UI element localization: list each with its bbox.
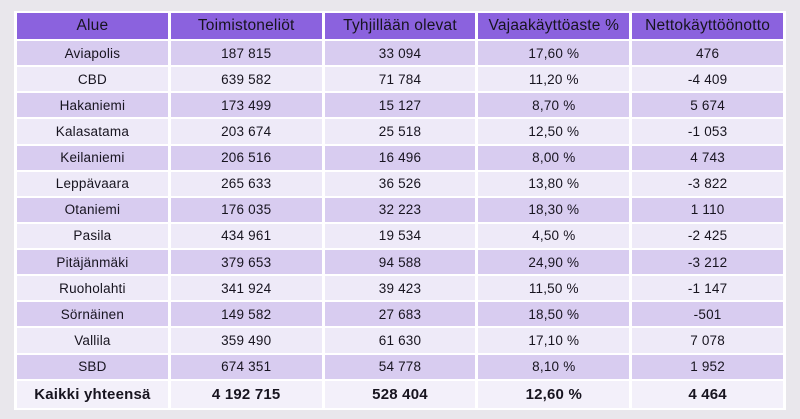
cell-nettokayttoonotto: 5 674: [632, 93, 783, 118]
table-row-otaniemi: Otaniemi 176 035 32 223 18,30 % 1 110: [17, 197, 783, 222]
cell-nettokayttoonotto: 476: [632, 41, 783, 66]
table-row-pitajanmaki: Pitäjänmäki 379 653 94 588 24,90 % -3 21…: [17, 250, 783, 275]
cell-nettokayttoonotto: 7 078: [632, 328, 783, 353]
cell-tyhjillaan: 54 778: [324, 354, 476, 379]
table-row-sbd: SBD 674 351 54 778 8,10 % 1 952: [17, 354, 783, 379]
header-row: Alue Toimistoneliöt Tyhjillään olevat Va…: [17, 13, 783, 39]
cell-vajaakayttoaste: 11,20 %: [478, 67, 630, 92]
table-row-hakaniemi: Hakaniemi 173 499 15 127 8,70 % 5 674: [17, 93, 783, 118]
cell-alue: Ruoholahti: [17, 276, 168, 301]
cell-nettokayttoonotto: 1 952: [632, 354, 783, 379]
cell-nettokayttoonotto: -4 409: [632, 67, 783, 92]
cell-vajaakayttoaste: 8,00 %: [478, 145, 630, 170]
table-row-ruoholahti: Ruoholahti 341 924 39 423 11,50 % -1 147: [17, 276, 783, 301]
cell-vajaakayttoaste: 18,30 %: [478, 197, 630, 222]
table-row-pasila: Pasila 434 961 19 534 4,50 % -2 425: [17, 223, 783, 248]
cell-alue: Aviapolis: [17, 41, 168, 66]
column-header-vajaakayttoaste: Vajaakäyttöaste %: [478, 13, 630, 39]
cell-alue: Kalasatama: [17, 119, 168, 144]
cell-vajaakayttoaste: 8,70 %: [478, 93, 630, 118]
cell-alue: Hakaniemi: [17, 93, 168, 118]
cell-total-vajaakayttoaste: 12,60 %: [478, 380, 630, 408]
cell-tyhjillaan: 15 127: [324, 93, 476, 118]
table-row-cbd: CBD 639 582 71 784 11,20 % -4 409: [17, 67, 783, 92]
cell-tyhjillaan: 61 630: [324, 328, 476, 353]
office-vacancy-table: Alue Toimistoneliöt Tyhjillään olevat Va…: [14, 11, 786, 410]
column-header-alue: Alue: [17, 13, 168, 39]
cell-tyhjillaan: 16 496: [324, 145, 476, 170]
column-header-toimistoneliot: Toimistoneliöt: [170, 13, 322, 39]
cell-nettokayttoonotto: -3 822: [632, 171, 783, 196]
cell-vajaakayttoaste: 12,50 %: [478, 119, 630, 144]
cell-vajaakayttoaste: 8,10 %: [478, 354, 630, 379]
cell-tyhjillaan: 27 683: [324, 302, 476, 327]
cell-alue: Keilaniemi: [17, 145, 168, 170]
cell-vajaakayttoaste: 17,60 %: [478, 41, 630, 66]
cell-toimistoneliot: 359 490: [170, 328, 322, 353]
table-row-total: Kaikki yhteensä 4 192 715 528 404 12,60 …: [17, 380, 783, 408]
cell-total-toimistoneliot: 4 192 715: [170, 380, 322, 408]
cell-alue: Pitäjänmäki: [17, 250, 168, 275]
cell-vajaakayttoaste: 18,50 %: [478, 302, 630, 327]
cell-total-label: Kaikki yhteensä: [17, 380, 168, 408]
cell-toimistoneliot: 639 582: [170, 67, 322, 92]
table-row-vallila: Vallila 359 490 61 630 17,10 % 7 078: [17, 328, 783, 353]
table-row-leppavaara: Leppävaara 265 633 36 526 13,80 % -3 822: [17, 171, 783, 196]
cell-vajaakayttoaste: 4,50 %: [478, 223, 630, 248]
cell-toimistoneliot: 434 961: [170, 223, 322, 248]
cell-toimistoneliot: 265 633: [170, 171, 322, 196]
cell-toimistoneliot: 341 924: [170, 276, 322, 301]
cell-nettokayttoonotto: -2 425: [632, 223, 783, 248]
cell-toimistoneliot: 379 653: [170, 250, 322, 275]
table-body: Aviapolis 187 815 33 094 17,60 % 476 CBD…: [17, 41, 783, 408]
cell-alue: Leppävaara: [17, 171, 168, 196]
cell-alue: Pasila: [17, 223, 168, 248]
cell-alue: Sörnäinen: [17, 302, 168, 327]
table-row-keilaniemi: Keilaniemi 206 516 16 496 8,00 % 4 743: [17, 145, 783, 170]
cell-nettokayttoonotto: -1 053: [632, 119, 783, 144]
cell-tyhjillaan: 32 223: [324, 197, 476, 222]
cell-vajaakayttoaste: 17,10 %: [478, 328, 630, 353]
cell-alue: SBD: [17, 354, 168, 379]
cell-alue: Otaniemi: [17, 197, 168, 222]
column-header-nettokayttoonotto: Nettokäyttöönotto: [632, 13, 783, 39]
cell-toimistoneliot: 176 035: [170, 197, 322, 222]
table-header: Alue Toimistoneliöt Tyhjillään olevat Va…: [17, 13, 783, 39]
cell-nettokayttoonotto: -1 147: [632, 276, 783, 301]
cell-nettokayttoonotto: 1 110: [632, 197, 783, 222]
cell-toimistoneliot: 173 499: [170, 93, 322, 118]
cell-tyhjillaan: 94 588: [324, 250, 476, 275]
cell-nettokayttoonotto: -3 212: [632, 250, 783, 275]
cell-tyhjillaan: 19 534: [324, 223, 476, 248]
cell-tyhjillaan: 71 784: [324, 67, 476, 92]
cell-tyhjillaan: 39 423: [324, 276, 476, 301]
cell-toimistoneliot: 206 516: [170, 145, 322, 170]
cell-toimistoneliot: 187 815: [170, 41, 322, 66]
cell-nettokayttoonotto: 4 743: [632, 145, 783, 170]
cell-vajaakayttoaste: 13,80 %: [478, 171, 630, 196]
cell-tyhjillaan: 33 094: [324, 41, 476, 66]
cell-nettokayttoonotto: -501: [632, 302, 783, 327]
cell-vajaakayttoaste: 11,50 %: [478, 276, 630, 301]
cell-alue: CBD: [17, 67, 168, 92]
table-row-sornainen: Sörnäinen 149 582 27 683 18,50 % -501: [17, 302, 783, 327]
cell-toimistoneliot: 203 674: [170, 119, 322, 144]
cell-vajaakayttoaste: 24,90 %: [478, 250, 630, 275]
cell-tyhjillaan: 36 526: [324, 171, 476, 196]
cell-alue: Vallila: [17, 328, 168, 353]
table-row-aviapolis: Aviapolis 187 815 33 094 17,60 % 476: [17, 41, 783, 66]
cell-toimistoneliot: 674 351: [170, 354, 322, 379]
table-row-kalasatama: Kalasatama 203 674 25 518 12,50 % -1 053: [17, 119, 783, 144]
cell-total-nettokayttoonotto: 4 464: [632, 380, 783, 408]
cell-total-tyhjillaan: 528 404: [324, 380, 476, 408]
cell-tyhjillaan: 25 518: [324, 119, 476, 144]
cell-toimistoneliot: 149 582: [170, 302, 322, 327]
column-header-tyhjillaan-olevat: Tyhjillään olevat: [324, 13, 476, 39]
